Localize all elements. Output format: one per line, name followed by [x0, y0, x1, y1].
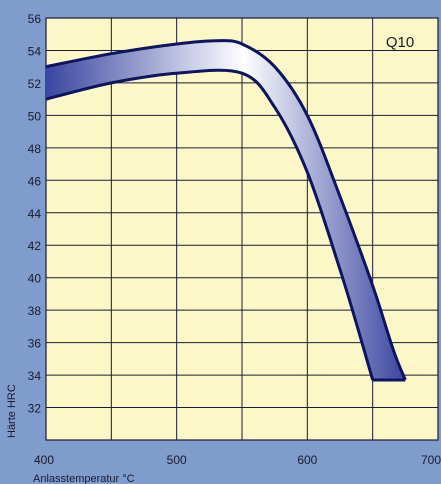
x-axis-title: Anlasstemperatur °C	[33, 473, 135, 484]
tick-labels: 32 34 36 38 40 42 44 46 48 50 52 54 56 400 500 600 700	[28, 12, 441, 467]
y-tick-label: 56	[28, 12, 42, 26]
y-tick-label: 52	[28, 77, 42, 91]
y-tick-label: 54	[28, 44, 42, 58]
x-tick-label: 700	[421, 453, 441, 467]
y-tick-label: 46	[28, 174, 42, 188]
x-tick-label: 500	[167, 453, 187, 467]
grade-annotation: Q10	[386, 34, 414, 51]
y-tick-label: 40	[28, 272, 42, 286]
y-tick-label: 42	[28, 239, 42, 253]
y-tick-label: 44	[28, 207, 42, 221]
hardness-band	[45, 39, 407, 382]
y-axis-title: Härte HRC	[6, 384, 18, 438]
x-tick-label: 600	[297, 453, 317, 467]
y-tick-label: 34	[28, 369, 42, 383]
x-tick-label: 400	[34, 453, 54, 467]
y-tick-label: 48	[28, 142, 42, 156]
y-tick-label: 50	[28, 109, 42, 123]
upper-bound-line	[45, 39, 407, 381]
band-fill	[46, 40, 406, 380]
y-tick-label: 36	[28, 337, 42, 351]
lower-bound-line	[45, 68, 375, 381]
y-tick-label: 32	[28, 402, 42, 416]
y-tick-label: 38	[28, 304, 42, 318]
